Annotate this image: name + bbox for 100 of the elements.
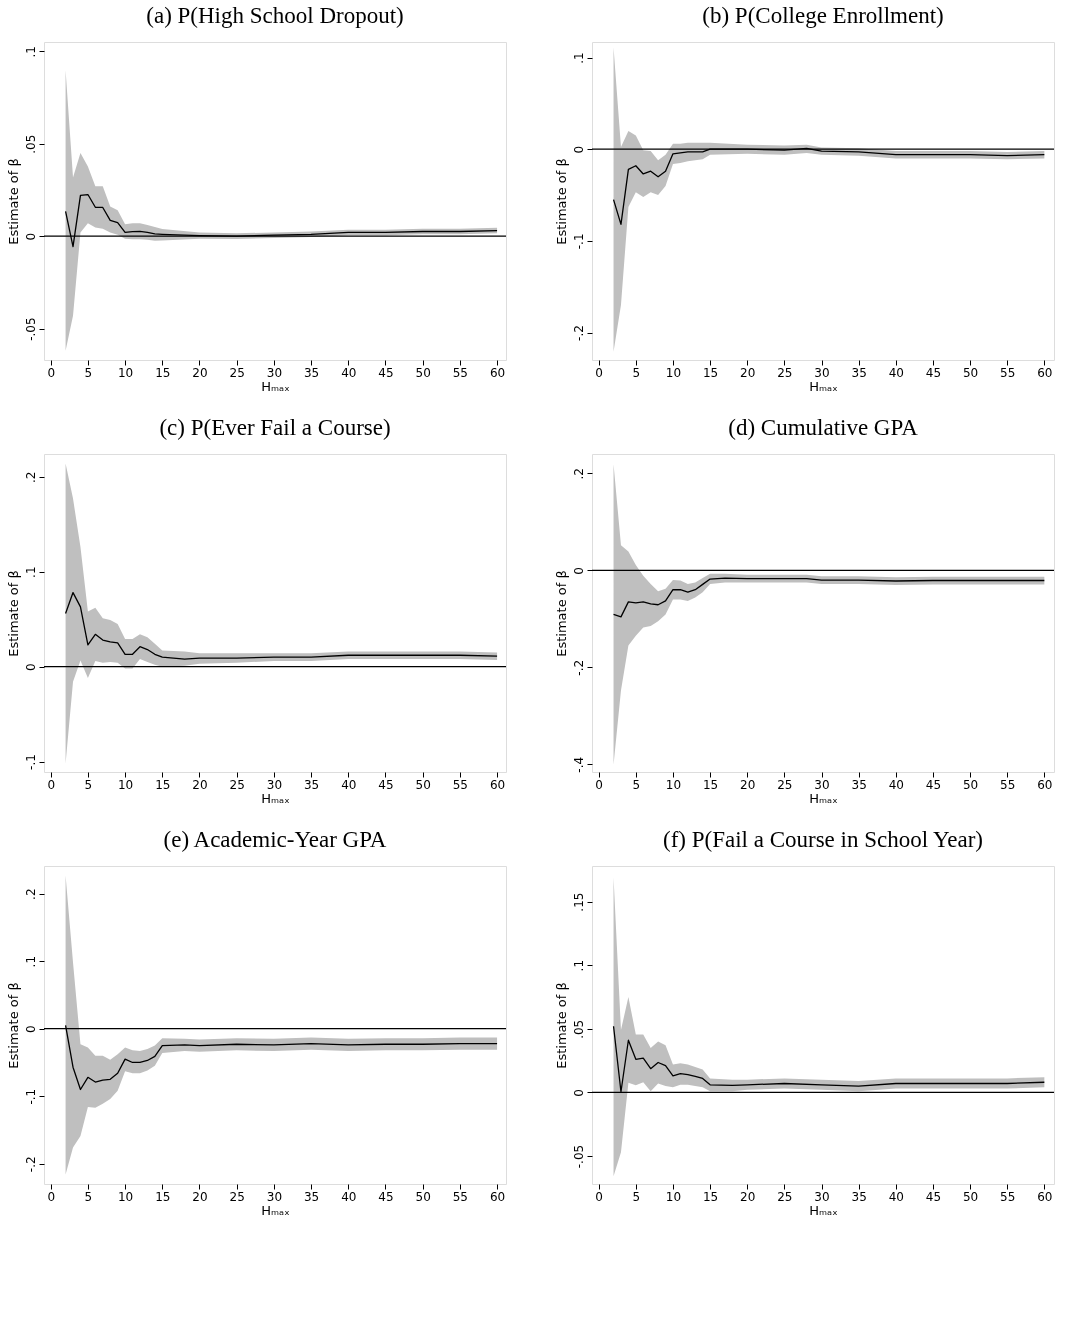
y-tick-label: -.05 <box>571 1144 586 1169</box>
y-tick-label: .1 <box>571 52 586 64</box>
x-tick-label: 15 <box>702 365 719 380</box>
y-axis-title: Estimate of β <box>5 158 21 245</box>
x-axis-title: Hₘₐₓ <box>261 1202 291 1218</box>
x-tick-label: 60 <box>489 365 506 380</box>
x-tick-label: 5 <box>84 365 93 380</box>
x-tick-label: 35 <box>303 1189 320 1204</box>
y-tick-label: -.05 <box>23 317 38 341</box>
x-tick-label: 60 <box>1037 365 1053 380</box>
x-tick-label: 30 <box>814 1189 830 1204</box>
y-tick-label: .2 <box>571 468 586 480</box>
chart-title: (a) P(High School Dropout) <box>146 3 404 28</box>
x-tick-label: 55 <box>1000 1189 1016 1204</box>
x-tick-label: 50 <box>415 1189 431 1204</box>
x-tick-label: 40 <box>888 365 904 380</box>
x-tick-label: 50 <box>962 1189 979 1204</box>
x-tick-label: 50 <box>962 777 979 792</box>
x-tick-label: 15 <box>155 1189 171 1204</box>
x-tick-label: 10 <box>117 1189 134 1204</box>
x-axis-title: Hₘₐₓ <box>261 790 291 806</box>
x-tick-label: 30 <box>266 1189 283 1204</box>
x-tick-label: 60 <box>1037 1189 1053 1204</box>
x-tick-label: 20 <box>192 777 208 792</box>
x-tick-label: 60 <box>489 777 506 792</box>
x-tick-label: 30 <box>266 777 283 792</box>
y-tick-label: .1 <box>23 566 38 578</box>
y-tick-label: .05 <box>23 134 38 154</box>
x-tick-label: 0 <box>595 777 604 792</box>
y-axis-title: Estimate of β <box>5 982 21 1069</box>
x-tick-label: 40 <box>888 1189 904 1204</box>
y-tick-label: 0 <box>571 567 586 575</box>
y-tick-label: -.2 <box>571 659 586 676</box>
x-tick-label: 45 <box>378 365 394 380</box>
y-tick-label: .1 <box>571 959 586 972</box>
x-tick-label: 45 <box>925 365 942 380</box>
x-axis-title: Hₘₐₓ <box>261 378 291 394</box>
x-tick-label: 10 <box>665 777 682 792</box>
x-tick-label: 25 <box>229 1189 245 1204</box>
y-tick-label: 0 <box>571 1089 586 1097</box>
x-tick-label: 0 <box>47 777 56 792</box>
x-tick-label: 10 <box>665 365 682 380</box>
y-tick-label: .1 <box>23 955 38 968</box>
x-tick-label: 55 <box>452 777 469 792</box>
x-tick-label: 5 <box>632 777 641 792</box>
y-tick-label: -.2 <box>23 1156 38 1173</box>
x-tick-label: 40 <box>341 777 357 792</box>
y-tick-label: 0 <box>23 663 38 671</box>
x-tick-label: 45 <box>378 777 394 792</box>
x-tick-label: 55 <box>1000 777 1016 792</box>
chart-title: (e) Academic-Year GPA <box>163 827 387 852</box>
x-axis-title: Hₘₐₓ <box>809 378 839 394</box>
x-tick-label: 25 <box>777 365 793 380</box>
x-tick-label: 35 <box>851 1189 867 1204</box>
y-tick-label: .2 <box>23 471 38 484</box>
y-tick-label: .05 <box>571 1019 586 1039</box>
x-tick-label: 45 <box>925 777 942 792</box>
x-tick-label: 0 <box>47 365 56 380</box>
y-tick-label: -.1 <box>571 233 586 250</box>
chart-title: (d) Cumulative GPA <box>728 415 919 440</box>
x-tick-label: 15 <box>155 777 171 792</box>
chart-title: (b) P(College Enrollment) <box>702 3 944 28</box>
x-tick-label: 40 <box>341 1189 357 1204</box>
x-tick-label: 25 <box>777 777 793 792</box>
chart-title: (f) P(Fail a Course in School Year) <box>662 827 984 852</box>
y-tick-label: .2 <box>23 888 38 900</box>
x-axis-title: Hₘₐₓ <box>809 1202 839 1218</box>
y-tick-label: -.1 <box>23 754 38 770</box>
x-tick-label: 5 <box>84 1189 93 1204</box>
y-tick-label: .15 <box>571 892 586 912</box>
x-tick-label: 10 <box>117 365 134 380</box>
x-tick-label: 40 <box>888 777 904 792</box>
x-tick-label: 20 <box>740 1189 756 1204</box>
x-tick-label: 15 <box>702 1189 719 1204</box>
x-tick-label: 5 <box>632 365 641 380</box>
x-tick-label: 25 <box>229 365 245 380</box>
x-tick-label: 60 <box>1037 777 1053 792</box>
x-tick-label: 0 <box>595 365 604 380</box>
x-tick-label: 20 <box>740 365 756 380</box>
y-tick-label: .1 <box>23 46 38 58</box>
x-tick-label: 55 <box>1000 365 1016 380</box>
x-tick-label: 30 <box>814 777 830 792</box>
x-tick-label: 40 <box>341 365 357 380</box>
y-tick-label: -.1 <box>23 1088 38 1105</box>
x-tick-label: 25 <box>777 1189 793 1204</box>
y-axis-title: Estimate of β <box>553 570 569 657</box>
x-tick-label: 60 <box>489 1189 506 1204</box>
x-tick-label: 55 <box>452 365 469 380</box>
chart-title: (c) P(Ever Fail a Course) <box>159 415 391 440</box>
x-tick-label: 25 <box>229 777 245 792</box>
x-axis-title: Hₘₐₓ <box>809 790 839 806</box>
x-tick-label: 35 <box>303 777 320 792</box>
x-tick-label: 45 <box>378 1189 394 1204</box>
x-tick-label: 20 <box>192 1189 208 1204</box>
x-tick-label: 5 <box>632 1189 641 1204</box>
x-tick-label: 50 <box>415 777 431 792</box>
x-tick-label: 45 <box>925 1189 942 1204</box>
x-tick-label: 15 <box>155 365 171 380</box>
y-axis-title: Estimate of β <box>5 570 21 657</box>
y-tick-label: 0 <box>571 145 586 154</box>
